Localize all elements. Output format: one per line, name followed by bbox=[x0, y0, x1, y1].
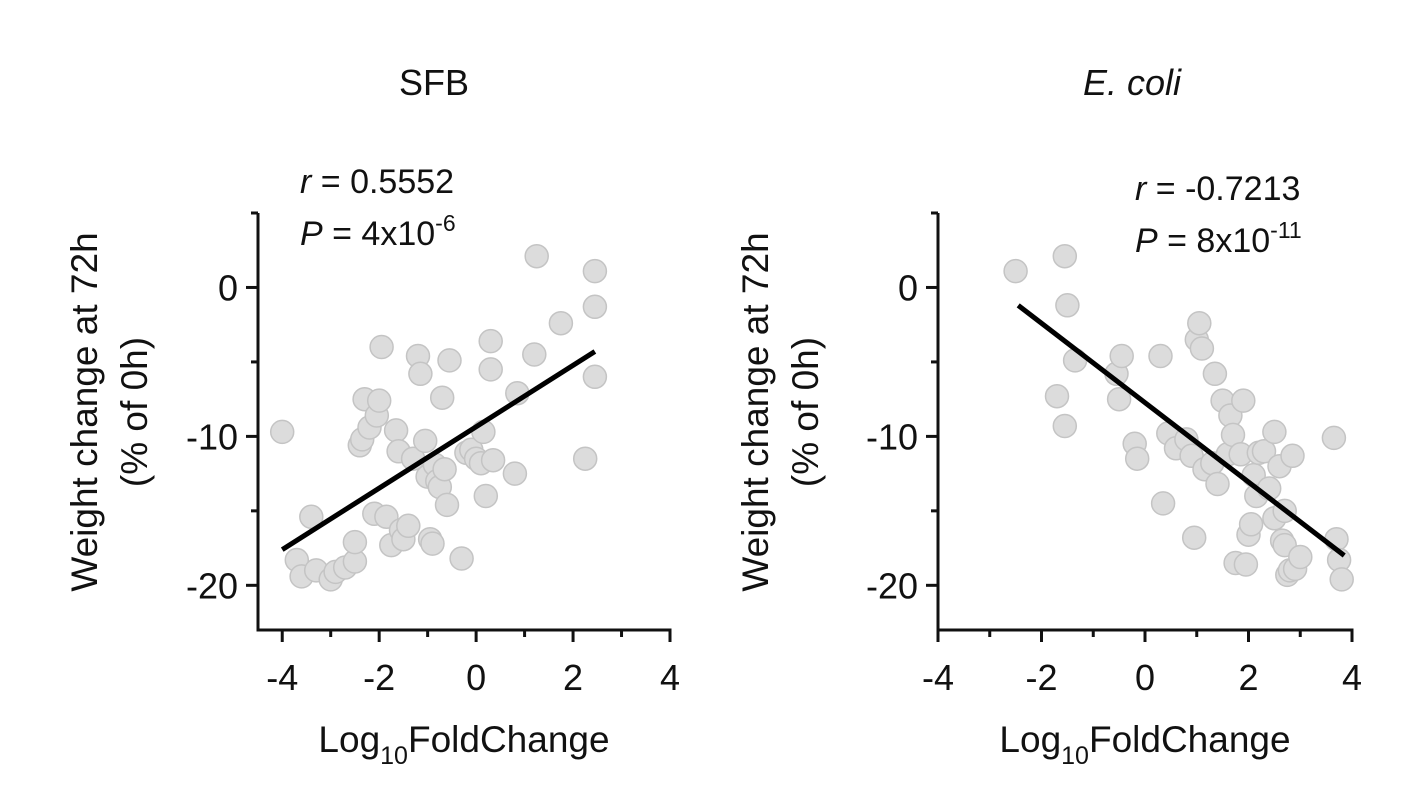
y-axis-label-units: (% of 0h) bbox=[114, 337, 155, 487]
ecoli-data-point-10 bbox=[1124, 446, 1150, 471]
x-axis-label-subscript: 10 bbox=[380, 742, 408, 770]
sfb-data-point-52 bbox=[524, 243, 549, 269]
sfb-data-point-48 bbox=[480, 447, 506, 473]
sfb-data-point-31 bbox=[420, 531, 445, 556]
ecoli-data-point-23 bbox=[1202, 361, 1228, 387]
sfb-data-point-37 bbox=[434, 492, 460, 518]
y-tick-label: -20 bbox=[186, 565, 238, 606]
sfb-data-point-36 bbox=[432, 456, 457, 482]
y-axis-label: Weight change at 72h bbox=[735, 232, 776, 591]
x-axis-label: Log10FoldChange bbox=[318, 719, 609, 770]
ecoli-data-point-48 bbox=[1280, 443, 1305, 469]
y-tick-label: 0 bbox=[218, 267, 238, 308]
ecoli-data-point-7 bbox=[1109, 343, 1134, 369]
sfb-data-point-24 bbox=[396, 513, 421, 539]
x-tick-label: 4 bbox=[660, 657, 680, 698]
correlation-annotation: r = -0.7213 bbox=[1135, 170, 1300, 208]
y-tick-label: -20 bbox=[866, 565, 918, 606]
ecoli-data-point-0 bbox=[1003, 258, 1028, 284]
ecoli-data-point-11 bbox=[1148, 343, 1173, 369]
x-axis-label-rest: FoldChange bbox=[408, 719, 610, 760]
x-tick-label: 4 bbox=[1342, 657, 1362, 698]
p-symbol: P bbox=[300, 215, 323, 253]
sfb-data-point-17 bbox=[369, 334, 394, 360]
correlation-annotation: r = 0.5552 bbox=[300, 163, 454, 201]
ecoli-data-point-2 bbox=[1055, 293, 1080, 318]
x-tick-label: 0 bbox=[1135, 657, 1155, 698]
ecoli-data-point-20 bbox=[1189, 336, 1215, 361]
chart-title: E. coli bbox=[1083, 62, 1182, 103]
y-axis-label-units: (% of 0h) bbox=[785, 337, 826, 487]
p-value-annotation: P = 4x10-6 bbox=[300, 210, 456, 253]
y-tick-label: -10 bbox=[866, 416, 918, 457]
ecoli-panel: E. coli Weight change at 72h (% of 0h) 0 -10… bbox=[735, 62, 1362, 770]
sfb-data-point-20 bbox=[383, 418, 409, 443]
x-axis-label-base: Log bbox=[999, 719, 1061, 760]
sfb-data-point-16 bbox=[366, 388, 392, 413]
p-exponent: -11 bbox=[1270, 217, 1302, 243]
ecoli-data-point-54 bbox=[1329, 567, 1354, 592]
p-value: = 4x10 bbox=[323, 215, 435, 253]
sfb-data-point-0 bbox=[269, 419, 295, 445]
x-tick-label: -4 bbox=[922, 657, 954, 698]
sfb-data-point-38 bbox=[437, 348, 462, 373]
ecoli-data-point-50 bbox=[1288, 544, 1313, 570]
sfb-data-point-27 bbox=[408, 361, 433, 387]
y-tick-label: 0 bbox=[898, 267, 918, 308]
r-value: = 0.5552 bbox=[311, 163, 454, 201]
sfb-data-point-35 bbox=[429, 385, 455, 410]
x-tick-label: 2 bbox=[563, 657, 583, 698]
ecoli-data-point-17 bbox=[1181, 525, 1207, 550]
x-tick-label: -4 bbox=[266, 657, 298, 698]
chart-title: SFB bbox=[399, 62, 469, 103]
x-axis-label-base: Log bbox=[318, 719, 380, 760]
y-tick-label: -10 bbox=[186, 416, 238, 457]
sfb-data-point-51 bbox=[522, 342, 547, 367]
p-symbol: P bbox=[1135, 222, 1158, 260]
ecoli-regression-line bbox=[1016, 303, 1346, 558]
ecoli-data-point-8 bbox=[1106, 386, 1132, 412]
ecoli-data-point-34 bbox=[1238, 512, 1264, 537]
r-symbol: r bbox=[1135, 170, 1148, 208]
ecoli-data-point-31 bbox=[1231, 388, 1256, 413]
ecoli-data-point-5 bbox=[1052, 413, 1078, 439]
ecoli-data-point-12 bbox=[1150, 491, 1176, 516]
sfb-regression-line bbox=[280, 349, 597, 552]
x-axis-label-subscript: 10 bbox=[1061, 742, 1089, 770]
x-tick-label: -2 bbox=[363, 657, 395, 698]
sfb-data-point-9 bbox=[342, 529, 368, 555]
sfb-data-point-56 bbox=[582, 294, 608, 320]
sfb-data-point-39 bbox=[449, 546, 474, 571]
sfb-data-point-53 bbox=[548, 310, 574, 336]
p-exponent: -6 bbox=[435, 210, 455, 236]
x-tick-label: 0 bbox=[466, 657, 486, 698]
sfb-data-point-57 bbox=[582, 364, 608, 390]
sfb-data-point-49 bbox=[502, 461, 528, 486]
sfb-data-point-55 bbox=[582, 258, 608, 284]
sfb-data-point-54 bbox=[572, 446, 598, 471]
x-tick-label: -2 bbox=[1025, 657, 1057, 698]
ecoli-data-point-1 bbox=[1052, 243, 1078, 269]
ecoli-data-point-51 bbox=[1321, 425, 1347, 451]
x-axis-label: Log10FoldChange bbox=[999, 719, 1290, 770]
ecoli-data-point-19 bbox=[1187, 310, 1212, 336]
sfb-data-point-45 bbox=[473, 483, 499, 509]
r-value: = -0.7213 bbox=[1146, 170, 1300, 208]
ecoli-data-point-41 bbox=[1262, 419, 1287, 445]
p-value: = 8x10 bbox=[1158, 222, 1270, 260]
r-symbol: r bbox=[300, 163, 313, 201]
ecoli-data-point-38 bbox=[1251, 439, 1277, 464]
x-tick-label: 2 bbox=[1238, 657, 1258, 698]
x-axis-label-rest: FoldChange bbox=[1089, 719, 1291, 760]
p-value-annotation: P = 8x10-11 bbox=[1135, 217, 1302, 260]
y-axis-label: Weight change at 72h bbox=[64, 232, 105, 591]
sfb-data-point-47 bbox=[478, 357, 503, 382]
sfb-data-point-28 bbox=[412, 428, 438, 454]
ecoli-data-point-32 bbox=[1233, 552, 1259, 577]
ecoli-data-point-24 bbox=[1205, 471, 1230, 497]
ecoli-data-point-4 bbox=[1044, 383, 1070, 409]
sfb-data-point-46 bbox=[478, 328, 503, 354]
